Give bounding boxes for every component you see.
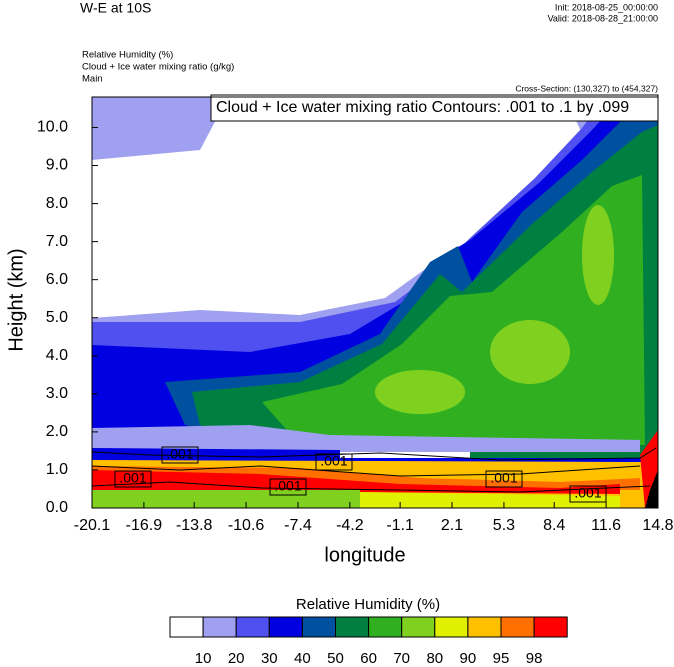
y-tick-label: 10.0 bbox=[37, 119, 68, 136]
humidity-region bbox=[92, 470, 620, 494]
contour-label: .001 bbox=[320, 453, 347, 469]
x-tick-label: 2.1 bbox=[441, 517, 463, 534]
x-tick-label: 5.3 bbox=[493, 517, 515, 534]
colorbar-swatch bbox=[434, 616, 469, 638]
field: .001 .001 .001 .001 .001 .001 bbox=[91, 97, 658, 508]
contour-label: .001 bbox=[574, 485, 601, 501]
colorbar-swatch bbox=[500, 616, 535, 638]
humidity-region bbox=[92, 97, 585, 318]
colorbar-title: Relative Humidity (%) bbox=[296, 596, 440, 613]
colorbar-label: 50 bbox=[327, 650, 344, 667]
title: W-E at 10S bbox=[80, 0, 151, 16]
y-tick-label: 2.0 bbox=[46, 423, 68, 440]
contour-label: .001 bbox=[119, 470, 146, 486]
y-tick-label: 9.0 bbox=[46, 157, 68, 174]
colorbar-label: 80 bbox=[426, 650, 443, 667]
contour-label: .001 bbox=[274, 478, 301, 494]
humidity-region bbox=[92, 425, 640, 452]
colorbar-label: 20 bbox=[228, 650, 245, 667]
field-name: Main bbox=[82, 74, 103, 85]
x-tick-label: 14.8 bbox=[642, 517, 673, 534]
colorbar-swatch bbox=[235, 616, 270, 638]
y-axis-label: Height (km) bbox=[5, 248, 27, 351]
humidity-region bbox=[92, 448, 650, 462]
y-tick-label: 1.0 bbox=[46, 461, 68, 478]
x-tick-label: -13.8 bbox=[176, 517, 213, 534]
x-tick-label: -4.2 bbox=[336, 517, 364, 534]
contour-label-box bbox=[315, 453, 353, 471]
colorbar-swatch bbox=[268, 616, 303, 638]
colorbar-swatch bbox=[401, 616, 436, 638]
contour-label-box bbox=[485, 470, 523, 488]
contour-note-box bbox=[210, 94, 659, 122]
colorbar-swatch bbox=[202, 616, 237, 638]
colorbar-label: 30 bbox=[261, 650, 278, 667]
colorbar-label: 40 bbox=[294, 650, 311, 667]
colorbar-swatch bbox=[301, 616, 336, 638]
y-tick-label: 8.0 bbox=[46, 195, 68, 212]
y-tick-label: 6.0 bbox=[46, 271, 68, 288]
y-tick-label: 0.0 bbox=[46, 499, 68, 516]
colorbar-label: 60 bbox=[360, 650, 377, 667]
humidity-region bbox=[582, 205, 614, 305]
x-tick-label: -16.9 bbox=[126, 517, 163, 534]
colorbar-swatch bbox=[467, 616, 502, 638]
x-axis-label: longitude bbox=[324, 544, 405, 566]
contour-label-box bbox=[269, 478, 307, 496]
colorbar-swatch bbox=[169, 616, 204, 638]
contour-line bbox=[91, 481, 651, 493]
humidity-region bbox=[645, 470, 658, 508]
plot-frame bbox=[91, 96, 659, 509]
contour-label: .001 bbox=[166, 446, 193, 462]
colorbar-label: 98 bbox=[526, 650, 543, 667]
colorbar-swatch bbox=[533, 616, 568, 638]
contour-label-box bbox=[569, 485, 607, 503]
contour-note: Cloud + Ice water mixing ratio Contours:… bbox=[216, 99, 629, 116]
humidity-region bbox=[360, 492, 620, 508]
x-tick-label: -20.1 bbox=[74, 517, 111, 534]
humidity-region bbox=[92, 490, 360, 508]
x-tick-label: -1.1 bbox=[386, 517, 414, 534]
humidity-region bbox=[490, 320, 570, 384]
colorbar-label: 10 bbox=[195, 650, 212, 667]
init-time: Init: 2018-08-25_00:00:00 bbox=[555, 2, 658, 12]
x-tick-label: -7.4 bbox=[284, 517, 312, 534]
x-tick-label: -10.6 bbox=[228, 517, 265, 534]
colorbar-swatch bbox=[335, 616, 370, 638]
contour-label-box bbox=[114, 470, 152, 488]
colorbar-label: 90 bbox=[460, 650, 477, 667]
field-name: Relative Humidity (%) bbox=[82, 50, 173, 61]
y-tick-label: 5.0 bbox=[46, 309, 68, 326]
colorbar-swatch bbox=[368, 616, 403, 638]
contour-label-box bbox=[161, 446, 199, 464]
colorbar-label: 70 bbox=[393, 650, 410, 667]
contour-line bbox=[91, 465, 641, 477]
contour-line bbox=[91, 447, 657, 461]
y-tick-label: 4.0 bbox=[46, 347, 68, 364]
x-tick-label: 8.4 bbox=[543, 517, 565, 534]
contour-label: .001 bbox=[490, 470, 517, 486]
cross-section: Cross-Section: (130,327) to (454,327) bbox=[515, 83, 658, 93]
y-tick-label: 3.0 bbox=[46, 385, 68, 402]
colorbar-label: 95 bbox=[493, 650, 510, 667]
humidity-region bbox=[375, 370, 465, 414]
field-name: Cloud + Ice water mixing ratio (g/kg) bbox=[82, 62, 234, 73]
y-tick-label: 7.0 bbox=[46, 233, 68, 250]
x-tick-label: 11.6 bbox=[591, 517, 621, 534]
valid-time: Valid: 2018-08-28_21:00:00 bbox=[548, 13, 658, 23]
